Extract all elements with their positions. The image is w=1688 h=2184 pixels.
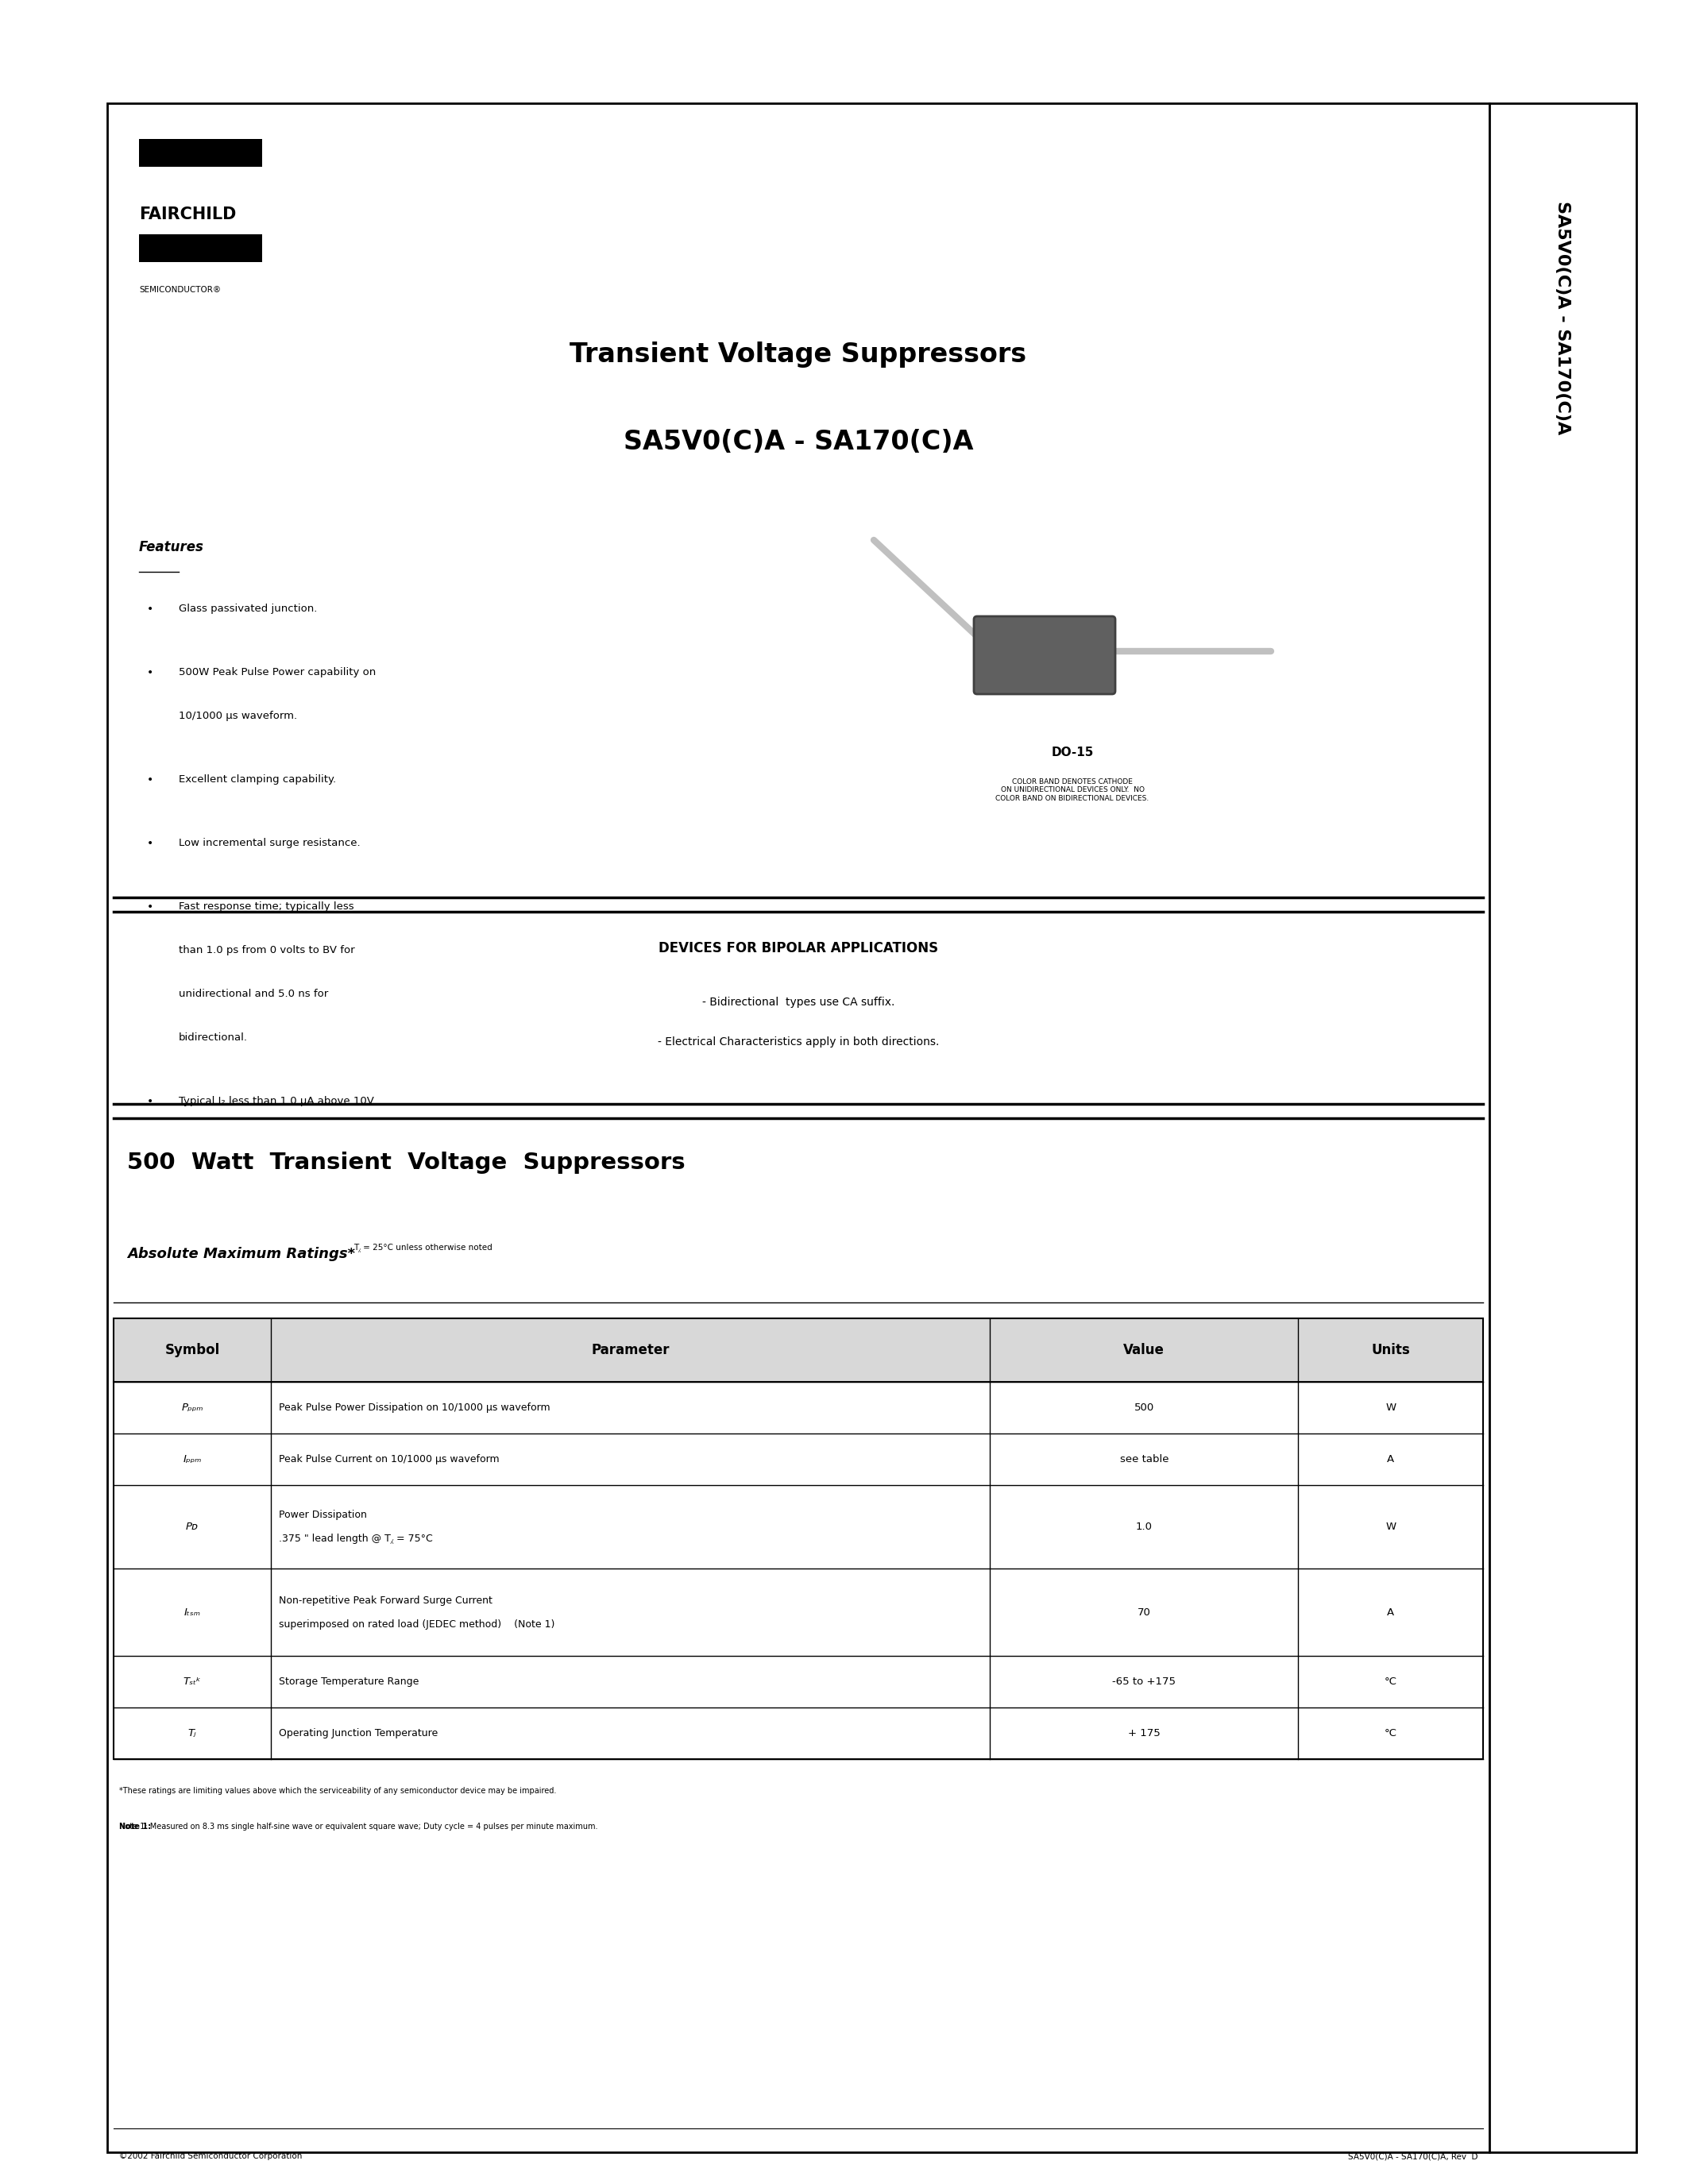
Text: 500: 500 xyxy=(1134,1402,1155,1413)
Text: Pᴅ: Pᴅ xyxy=(186,1522,199,1531)
Text: •: • xyxy=(147,603,154,614)
Text: 500  Watt  Transient  Voltage  Suppressors: 500 Watt Transient Voltage Suppressors xyxy=(127,1151,685,1173)
Text: - Bidirectional  types use CA suffix.: - Bidirectional types use CA suffix. xyxy=(702,996,895,1007)
Text: Note 1:: Note 1: xyxy=(120,1824,150,1830)
Text: ©2002 Fairchild Semiconductor Corporation: ©2002 Fairchild Semiconductor Corporatio… xyxy=(120,2151,302,2160)
Text: Symbol: Symbol xyxy=(165,1343,219,1356)
Text: .375 " lead length @ T⁁ = 75°C: .375 " lead length @ T⁁ = 75°C xyxy=(279,1533,432,1544)
Text: Pₚₚₘ: Pₚₚₘ xyxy=(181,1402,203,1413)
Text: SA5V0(C)A - SA170(C)A, Rev  D: SA5V0(C)A - SA170(C)A, Rev D xyxy=(1347,2151,1477,2160)
Text: unidirectional and 5.0 ns for: unidirectional and 5.0 ns for xyxy=(179,989,327,998)
Text: Parameter: Parameter xyxy=(591,1343,670,1356)
Text: DEVICES FOR BIPOLAR APPLICATIONS: DEVICES FOR BIPOLAR APPLICATIONS xyxy=(658,941,939,954)
Text: SA5V0(C)A - SA170(C)A: SA5V0(C)A - SA170(C)A xyxy=(623,428,974,454)
Text: Typical I₂ less than 1.0 μA above 10V.: Typical I₂ less than 1.0 μA above 10V. xyxy=(179,1096,376,1107)
Bar xyxy=(113,1319,1484,1758)
Text: Fast response time; typically less: Fast response time; typically less xyxy=(179,902,354,911)
Text: Excellent clamping capability.: Excellent clamping capability. xyxy=(179,775,336,784)
Text: than 1.0 ps from 0 volts to BV for: than 1.0 ps from 0 volts to BV for xyxy=(179,946,354,954)
Text: Peak Pulse Power Dissipation on 10/1000 μs waveform: Peak Pulse Power Dissipation on 10/1000 … xyxy=(279,1402,550,1413)
Text: Iₜₛₘ: Iₜₛₘ xyxy=(184,1607,201,1618)
Text: A: A xyxy=(1388,1455,1394,1465)
Text: FAIRCHILD: FAIRCHILD xyxy=(138,207,236,223)
Bar xyxy=(108,103,1489,2151)
Text: COLOR BAND DENOTES CATHODE
ON UNIDIRECTIONAL DEVICES ONLY.  NO
COLOR BAND ON BID: COLOR BAND DENOTES CATHODE ON UNIDIRECTI… xyxy=(996,778,1150,802)
Text: 1.0: 1.0 xyxy=(1136,1522,1153,1531)
Bar xyxy=(1489,103,1636,2151)
Text: SA5V0(C)A - SA170(C)A: SA5V0(C)A - SA170(C)A xyxy=(1555,201,1572,435)
Text: 500W Peak Pulse Power capability on: 500W Peak Pulse Power capability on xyxy=(179,666,376,677)
Text: T⁁ = 25°C unless otherwise noted: T⁁ = 25°C unless otherwise noted xyxy=(353,1243,493,1251)
Text: •: • xyxy=(147,666,154,679)
Text: •: • xyxy=(147,1096,154,1107)
Text: Absolute Maximum Ratings*: Absolute Maximum Ratings* xyxy=(127,1247,354,1260)
Text: °C: °C xyxy=(1384,1728,1398,1738)
Text: Power Dissipation: Power Dissipation xyxy=(279,1509,366,1520)
Text: °C: °C xyxy=(1384,1677,1398,1686)
Text: Transient Voltage Suppressors: Transient Voltage Suppressors xyxy=(571,341,1026,367)
Text: Note 1: Measured on 8.3 ms single half-sine wave or equivalent square wave; Duty: Note 1: Measured on 8.3 ms single half-s… xyxy=(120,1824,598,1830)
Text: see table: see table xyxy=(1119,1455,1168,1465)
Text: Low incremental surge resistance.: Low incremental surge resistance. xyxy=(179,839,360,847)
Text: Units: Units xyxy=(1371,1343,1409,1356)
Text: W: W xyxy=(1386,1522,1396,1531)
Text: superimposed on rated load (JEDEC method)    (Note 1): superimposed on rated load (JEDEC method… xyxy=(279,1618,555,1629)
Text: Operating Junction Temperature: Operating Junction Temperature xyxy=(279,1728,439,1738)
Text: Value: Value xyxy=(1124,1343,1165,1356)
Text: •: • xyxy=(147,902,154,913)
Text: A: A xyxy=(1388,1607,1394,1618)
Text: Storage Temperature Range: Storage Temperature Range xyxy=(279,1677,419,1686)
Text: + 175: + 175 xyxy=(1128,1728,1160,1738)
Text: Features: Features xyxy=(138,539,204,555)
Text: - Electrical Characteristics apply in both directions.: - Electrical Characteristics apply in bo… xyxy=(658,1037,939,1048)
Text: bidirectional.: bidirectional. xyxy=(179,1033,248,1042)
Text: •: • xyxy=(147,839,154,850)
Text: 10/1000 μs waveform.: 10/1000 μs waveform. xyxy=(179,710,297,721)
Text: SEMICONDUCTOR®: SEMICONDUCTOR® xyxy=(138,286,221,295)
FancyBboxPatch shape xyxy=(974,616,1116,695)
Text: Non-repetitive Peak Forward Surge Current: Non-repetitive Peak Forward Surge Curren… xyxy=(279,1594,493,1605)
Text: Tⱼ: Tⱼ xyxy=(187,1728,196,1738)
Bar xyxy=(138,234,262,262)
Bar xyxy=(113,1319,1484,1382)
Text: DO-15: DO-15 xyxy=(1052,747,1094,758)
Text: *These ratings are limiting values above which the serviceability of any semicon: *These ratings are limiting values above… xyxy=(120,1787,557,1795)
Text: Peak Pulse Current on 10/1000 μs waveform: Peak Pulse Current on 10/1000 μs wavefor… xyxy=(279,1455,500,1465)
Text: Iₚₚₘ: Iₚₚₘ xyxy=(182,1455,201,1465)
Text: 70: 70 xyxy=(1138,1607,1151,1618)
Text: Glass passivated junction.: Glass passivated junction. xyxy=(179,603,317,614)
Bar xyxy=(138,140,262,166)
Text: Tₛₜᵏ: Tₛₜᵏ xyxy=(184,1677,201,1686)
Text: W: W xyxy=(1386,1402,1396,1413)
Text: •: • xyxy=(147,775,154,786)
Text: -65 to +175: -65 to +175 xyxy=(1112,1677,1177,1686)
